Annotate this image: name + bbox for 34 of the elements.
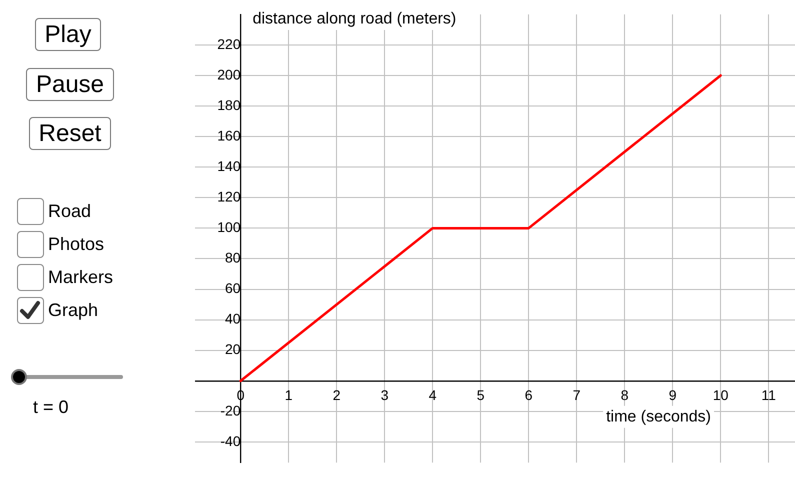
x-tick-label: 1 xyxy=(284,387,293,404)
button: Play xyxy=(35,18,101,51)
y-tick-label: 120 xyxy=(217,188,241,205)
text: Markers xyxy=(48,267,114,288)
text: Graph xyxy=(48,300,98,321)
y-tick-label: -40 xyxy=(220,432,241,449)
x-tick-label: 11 xyxy=(761,387,776,404)
y-tick-label: 180 xyxy=(217,96,241,113)
y-tick-label: 100 xyxy=(217,219,241,236)
y-tick-label: 200 xyxy=(217,66,241,82)
x-tick-label: 6 xyxy=(524,387,533,404)
y-tick-label: 220 xyxy=(217,36,241,52)
x-tick-label: 2 xyxy=(332,387,341,404)
x-tick-label: 5 xyxy=(476,387,485,404)
y-tick-label: 40 xyxy=(225,310,241,327)
x-tick-label: 10 xyxy=(712,387,729,404)
x-tick-label: 3 xyxy=(380,387,389,404)
x-tick-label: 9 xyxy=(668,387,677,404)
y-axis-title: distance along road (meters) xyxy=(252,10,456,28)
x-axis-title: time (seconds) xyxy=(606,408,711,426)
y-tick-label: 20 xyxy=(225,341,241,358)
x-tick-label: 4 xyxy=(428,387,437,404)
y-tick-label: 160 xyxy=(217,127,241,144)
x-tick-label: 7 xyxy=(572,387,581,404)
y-tick-label: 80 xyxy=(225,250,241,266)
text: Photos xyxy=(48,234,104,255)
x-tick-label: 8 xyxy=(620,387,629,404)
button: Pause xyxy=(26,68,114,101)
y-tick-label: 140 xyxy=(217,158,241,174)
button: Reset xyxy=(29,117,111,150)
y-tick-label: 60 xyxy=(225,280,241,296)
text: t = 0 xyxy=(33,397,69,418)
y-tick-label: -20 xyxy=(220,402,241,418)
text: Road xyxy=(48,201,92,222)
